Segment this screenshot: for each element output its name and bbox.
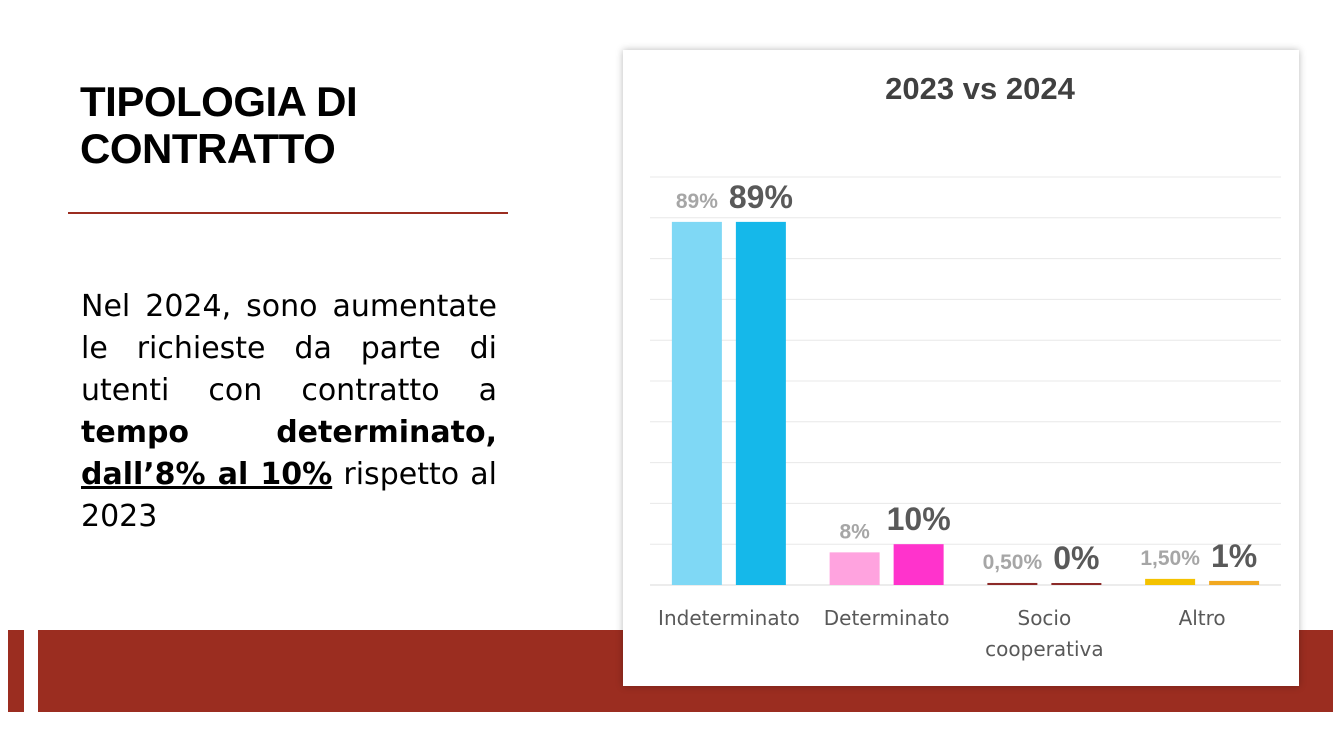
bar-1-0: [735, 221, 786, 585]
bar-0-3: [1145, 578, 1196, 585]
data-label-1-1: 10%: [887, 501, 951, 537]
category-label-2-0: Socio: [1018, 606, 1072, 630]
summary-paragraph: Nel 2024, sono aumentate le richieste da…: [81, 286, 497, 538]
data-label-0-0: 89%: [676, 190, 718, 213]
summary-text-1: Nel 2024, sono aumentate le richieste da…: [81, 289, 497, 408]
slide-title: TIPOLOGIA DI CONTRATTO: [80, 78, 500, 172]
bar-0-1: [829, 552, 880, 585]
bar-chart: 2023 vs 2024 89% 89% Indeterminato 8% 10% Dete…: [650, 71, 1281, 661]
bar-1-3: [1209, 580, 1260, 585]
data-label-0-2: 0,50%: [983, 551, 1043, 574]
chart-card: 2023 vs 2024 89% 89% Indeterminato 8% 10% Dete…: [623, 50, 1299, 686]
category-label-3-0: Altro: [1179, 606, 1226, 630]
category-label-1-0: Determinato: [824, 606, 950, 630]
summary-text-2: rispetto al 2023: [81, 457, 497, 534]
bar-1-1: [893, 544, 944, 585]
data-label-1-0: 89%: [729, 179, 793, 215]
bar-0-0: [671, 221, 722, 585]
category-label-0-0: Indeterminato: [658, 606, 800, 630]
title-divider: [68, 212, 508, 214]
category-label-2-1: cooperativa: [985, 637, 1103, 661]
data-label-0-1: 8%: [839, 520, 870, 543]
slide-title-line-1: TIPOLOGIA DI: [80, 78, 358, 125]
data-label-1-2: 0%: [1053, 540, 1099, 576]
footer-accent-small: [8, 630, 24, 712]
chart-title: 2023 vs 2024: [885, 71, 1075, 106]
bar-1-2: [1051, 583, 1102, 585]
bar-0-2: [987, 582, 1038, 585]
summary-bold-1: tempo determinato,: [81, 415, 497, 450]
summary-bold-underlined: dall’8% al 10%: [81, 457, 332, 492]
data-label-0-3: 1,50%: [1140, 547, 1200, 570]
slide-title-line-2: CONTRATTO: [80, 125, 336, 172]
summary-highlight: dall’8% al 10%: [81, 457, 333, 492]
data-label-1-3: 1%: [1211, 538, 1257, 574]
